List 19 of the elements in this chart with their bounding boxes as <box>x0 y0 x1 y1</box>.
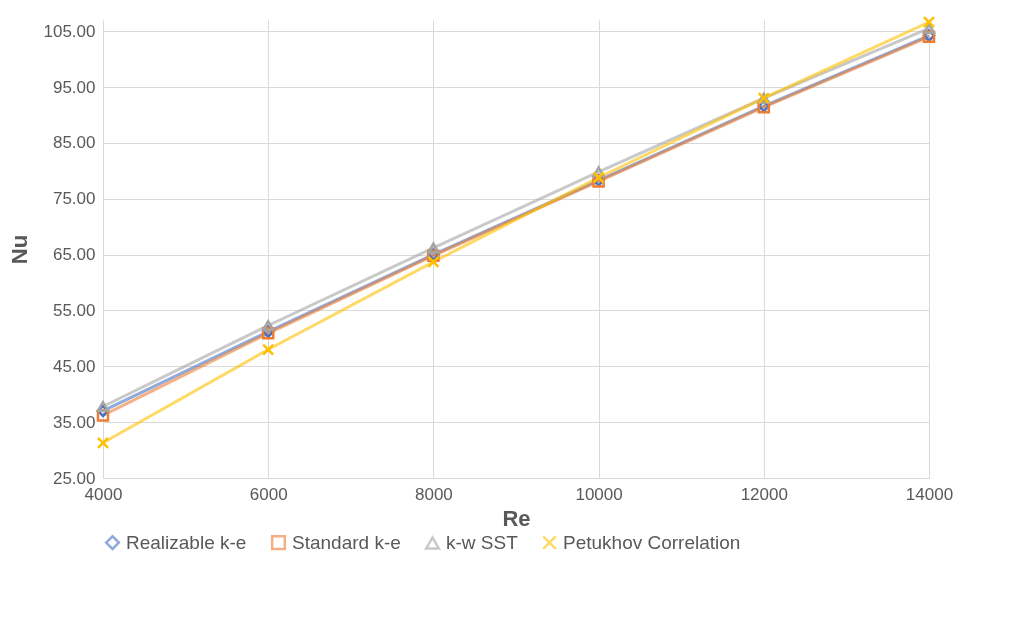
y-tick-label: 85.00 <box>52 133 96 153</box>
legend-label: Petukhov Correlation <box>563 531 741 553</box>
y-tick-label: 65.00 <box>52 245 96 265</box>
y-tick-label: 45.00 <box>52 356 96 376</box>
y-tick-label: 105.00 <box>43 21 96 41</box>
x-tick-label: 14000 <box>905 484 954 504</box>
x-tick-label: 6000 <box>249 484 288 504</box>
y-tick-label: 55.00 <box>52 300 96 320</box>
y-tick-label: 35.00 <box>52 412 96 432</box>
legend-label: Realizable k-e <box>126 531 247 553</box>
legend-label: Standard k-e <box>292 531 401 553</box>
y-tick-label: 75.00 <box>52 189 96 209</box>
legend-label: k-w SST <box>446 532 519 554</box>
x-tick-label: 12000 <box>740 484 788 504</box>
y-tick-label: 95.00 <box>52 77 96 97</box>
x-axis-title: Re <box>502 505 531 531</box>
x-tick-label: 8000 <box>414 484 453 504</box>
y-axis-title: Nu <box>6 234 32 265</box>
x-tick-label: 10000 <box>575 484 623 504</box>
